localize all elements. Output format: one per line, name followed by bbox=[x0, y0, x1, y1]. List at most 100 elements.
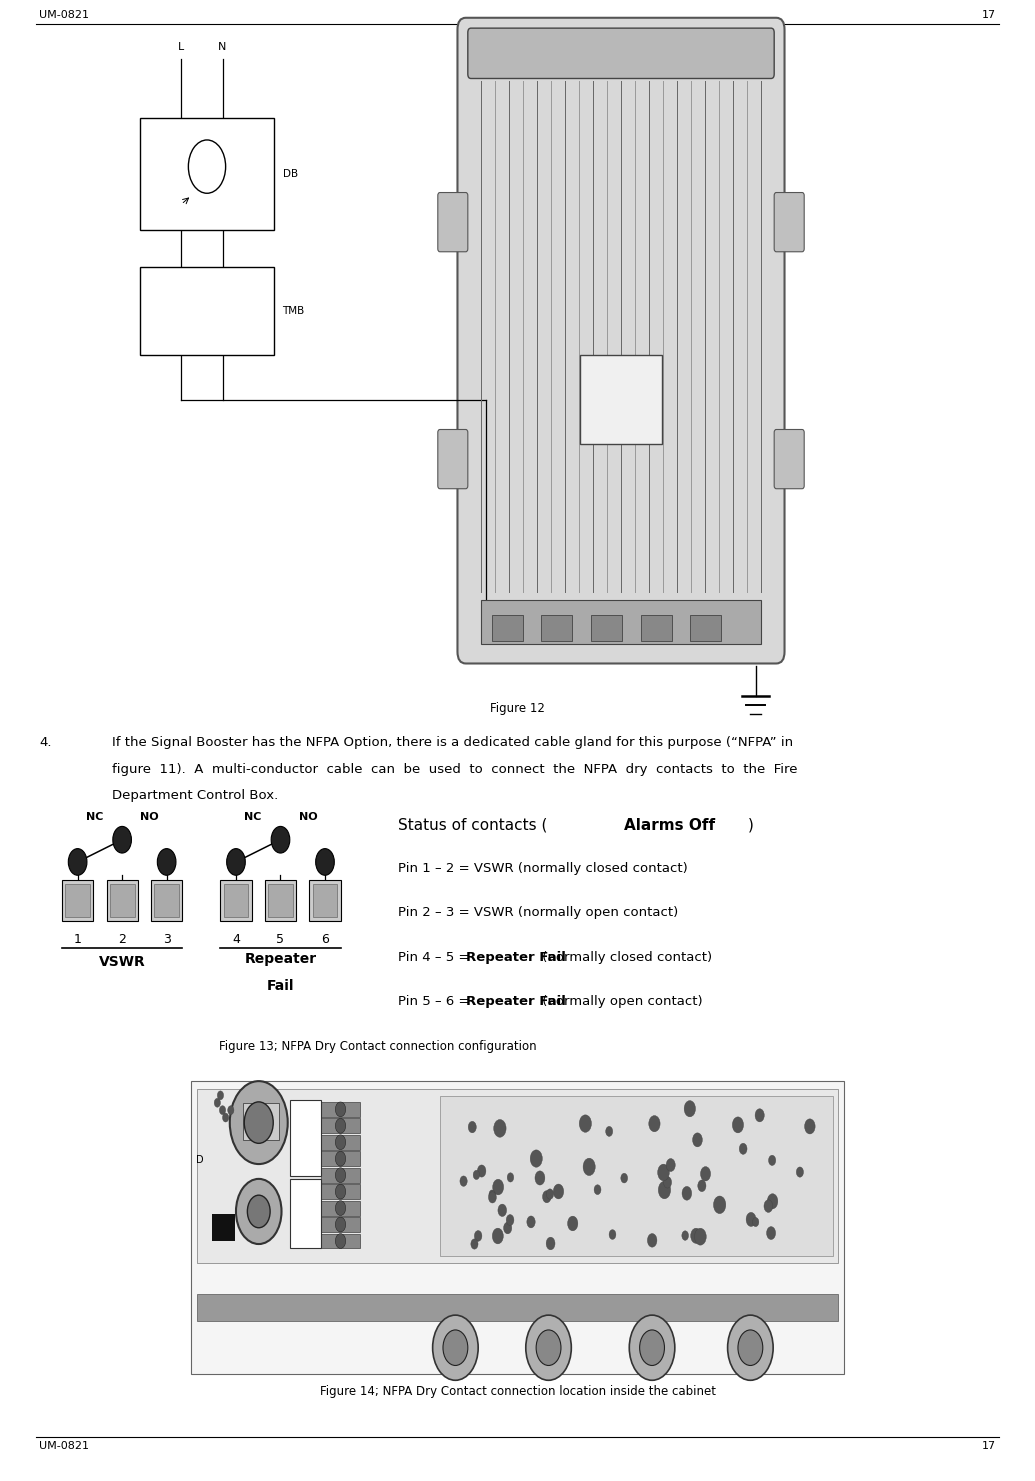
Circle shape bbox=[535, 1171, 544, 1185]
Circle shape bbox=[498, 1204, 506, 1216]
Text: 5: 5 bbox=[276, 933, 285, 946]
Text: (normally open contact): (normally open contact) bbox=[538, 995, 703, 1009]
Circle shape bbox=[756, 1109, 764, 1123]
Circle shape bbox=[477, 1166, 485, 1177]
Text: Pin 1 – 2 = VSWR (normally closed contact): Pin 1 – 2 = VSWR (normally closed contac… bbox=[398, 862, 688, 875]
Text: If the Signal Booster has the NFPA Option, there is a dedicated cable gland for : If the Signal Booster has the NFPA Optio… bbox=[112, 736, 793, 749]
Circle shape bbox=[493, 1228, 503, 1244]
Bar bbox=[65, 884, 90, 917]
Circle shape bbox=[554, 1185, 564, 1200]
Circle shape bbox=[335, 1151, 346, 1166]
Text: 3: 3 bbox=[162, 933, 171, 946]
Bar bbox=[154, 884, 179, 917]
Bar bbox=[481, 600, 761, 644]
Circle shape bbox=[493, 1179, 504, 1195]
Circle shape bbox=[752, 1217, 759, 1226]
Circle shape bbox=[527, 1216, 535, 1228]
Circle shape bbox=[648, 1234, 657, 1247]
Bar bbox=[321, 1151, 360, 1166]
Bar bbox=[321, 1185, 360, 1200]
Circle shape bbox=[649, 1115, 660, 1131]
Text: TMB: TMB bbox=[283, 307, 304, 315]
Bar bbox=[321, 1134, 360, 1149]
Circle shape bbox=[247, 1195, 270, 1228]
Circle shape bbox=[214, 1099, 220, 1108]
Text: Repeater: Repeater bbox=[244, 952, 317, 966]
Circle shape bbox=[567, 1216, 578, 1231]
Bar bbox=[321, 1201, 360, 1216]
Circle shape bbox=[663, 1176, 672, 1188]
Circle shape bbox=[698, 1180, 706, 1192]
Circle shape bbox=[682, 1231, 688, 1240]
Circle shape bbox=[733, 1117, 743, 1133]
Circle shape bbox=[227, 849, 245, 875]
Text: Figure 12: Figure 12 bbox=[490, 702, 545, 715]
Circle shape bbox=[746, 1213, 756, 1226]
Circle shape bbox=[682, 1186, 691, 1200]
Bar bbox=[268, 884, 293, 917]
Circle shape bbox=[335, 1217, 346, 1232]
Circle shape bbox=[610, 1229, 616, 1240]
Circle shape bbox=[526, 1315, 571, 1380]
Circle shape bbox=[68, 849, 87, 875]
Bar bbox=[140, 118, 274, 230]
Bar bbox=[321, 1234, 360, 1248]
Circle shape bbox=[504, 1222, 511, 1234]
Text: Repeater Fail: Repeater Fail bbox=[466, 951, 565, 964]
Text: 17: 17 bbox=[981, 1441, 996, 1451]
Circle shape bbox=[657, 1164, 670, 1180]
FancyBboxPatch shape bbox=[468, 28, 774, 78]
Circle shape bbox=[217, 1091, 224, 1100]
Circle shape bbox=[335, 1102, 346, 1117]
Circle shape bbox=[713, 1197, 726, 1213]
Circle shape bbox=[335, 1134, 346, 1149]
Circle shape bbox=[605, 1127, 613, 1136]
Circle shape bbox=[767, 1194, 778, 1208]
Bar bbox=[321, 1167, 360, 1183]
Circle shape bbox=[271, 826, 290, 853]
Text: Department Control Box.: Department Control Box. bbox=[112, 789, 278, 803]
Circle shape bbox=[684, 1100, 696, 1117]
Circle shape bbox=[335, 1118, 346, 1133]
Circle shape bbox=[236, 1179, 282, 1244]
Text: VSWR: VSWR bbox=[98, 955, 146, 969]
Circle shape bbox=[223, 1114, 229, 1123]
Circle shape bbox=[157, 849, 176, 875]
Circle shape bbox=[244, 1102, 273, 1143]
Text: 4: 4 bbox=[232, 933, 240, 946]
Circle shape bbox=[629, 1315, 675, 1380]
FancyBboxPatch shape bbox=[774, 429, 804, 489]
Circle shape bbox=[489, 1192, 497, 1203]
Circle shape bbox=[804, 1118, 816, 1134]
Circle shape bbox=[583, 1158, 595, 1176]
Bar bbox=[313, 884, 337, 917]
Circle shape bbox=[580, 1115, 591, 1133]
Text: Figure 13; NFPA Dry Contact connection configuration: Figure 13; NFPA Dry Contact connection c… bbox=[219, 1040, 536, 1053]
Bar bbox=[224, 884, 248, 917]
Circle shape bbox=[471, 1240, 478, 1248]
Bar bbox=[62, 880, 93, 921]
Circle shape bbox=[188, 141, 226, 193]
Circle shape bbox=[640, 1330, 664, 1365]
Text: L: L bbox=[178, 41, 184, 52]
Circle shape bbox=[474, 1231, 482, 1241]
Circle shape bbox=[621, 1173, 627, 1183]
Bar bbox=[265, 880, 296, 921]
Circle shape bbox=[335, 1201, 346, 1216]
Text: Repeater Fail: Repeater Fail bbox=[466, 995, 565, 1009]
Bar bbox=[197, 1089, 838, 1263]
Bar bbox=[321, 1217, 360, 1232]
Circle shape bbox=[335, 1234, 346, 1248]
Bar bbox=[191, 1081, 844, 1374]
Text: UM-0821: UM-0821 bbox=[39, 10, 89, 21]
Text: Status of contacts (: Status of contacts ( bbox=[398, 818, 548, 832]
Circle shape bbox=[335, 1185, 346, 1200]
Circle shape bbox=[694, 1228, 706, 1246]
Text: 2: 2 bbox=[118, 933, 126, 946]
Circle shape bbox=[506, 1214, 514, 1225]
Text: Repeater
Fail: Repeater Fail bbox=[296, 1192, 315, 1235]
Text: 1: 1 bbox=[73, 933, 82, 946]
Circle shape bbox=[335, 1167, 346, 1182]
Text: 6: 6 bbox=[321, 933, 329, 946]
Text: Pin 2 – 3 = VSWR (normally open contact): Pin 2 – 3 = VSWR (normally open contact) bbox=[398, 906, 679, 920]
